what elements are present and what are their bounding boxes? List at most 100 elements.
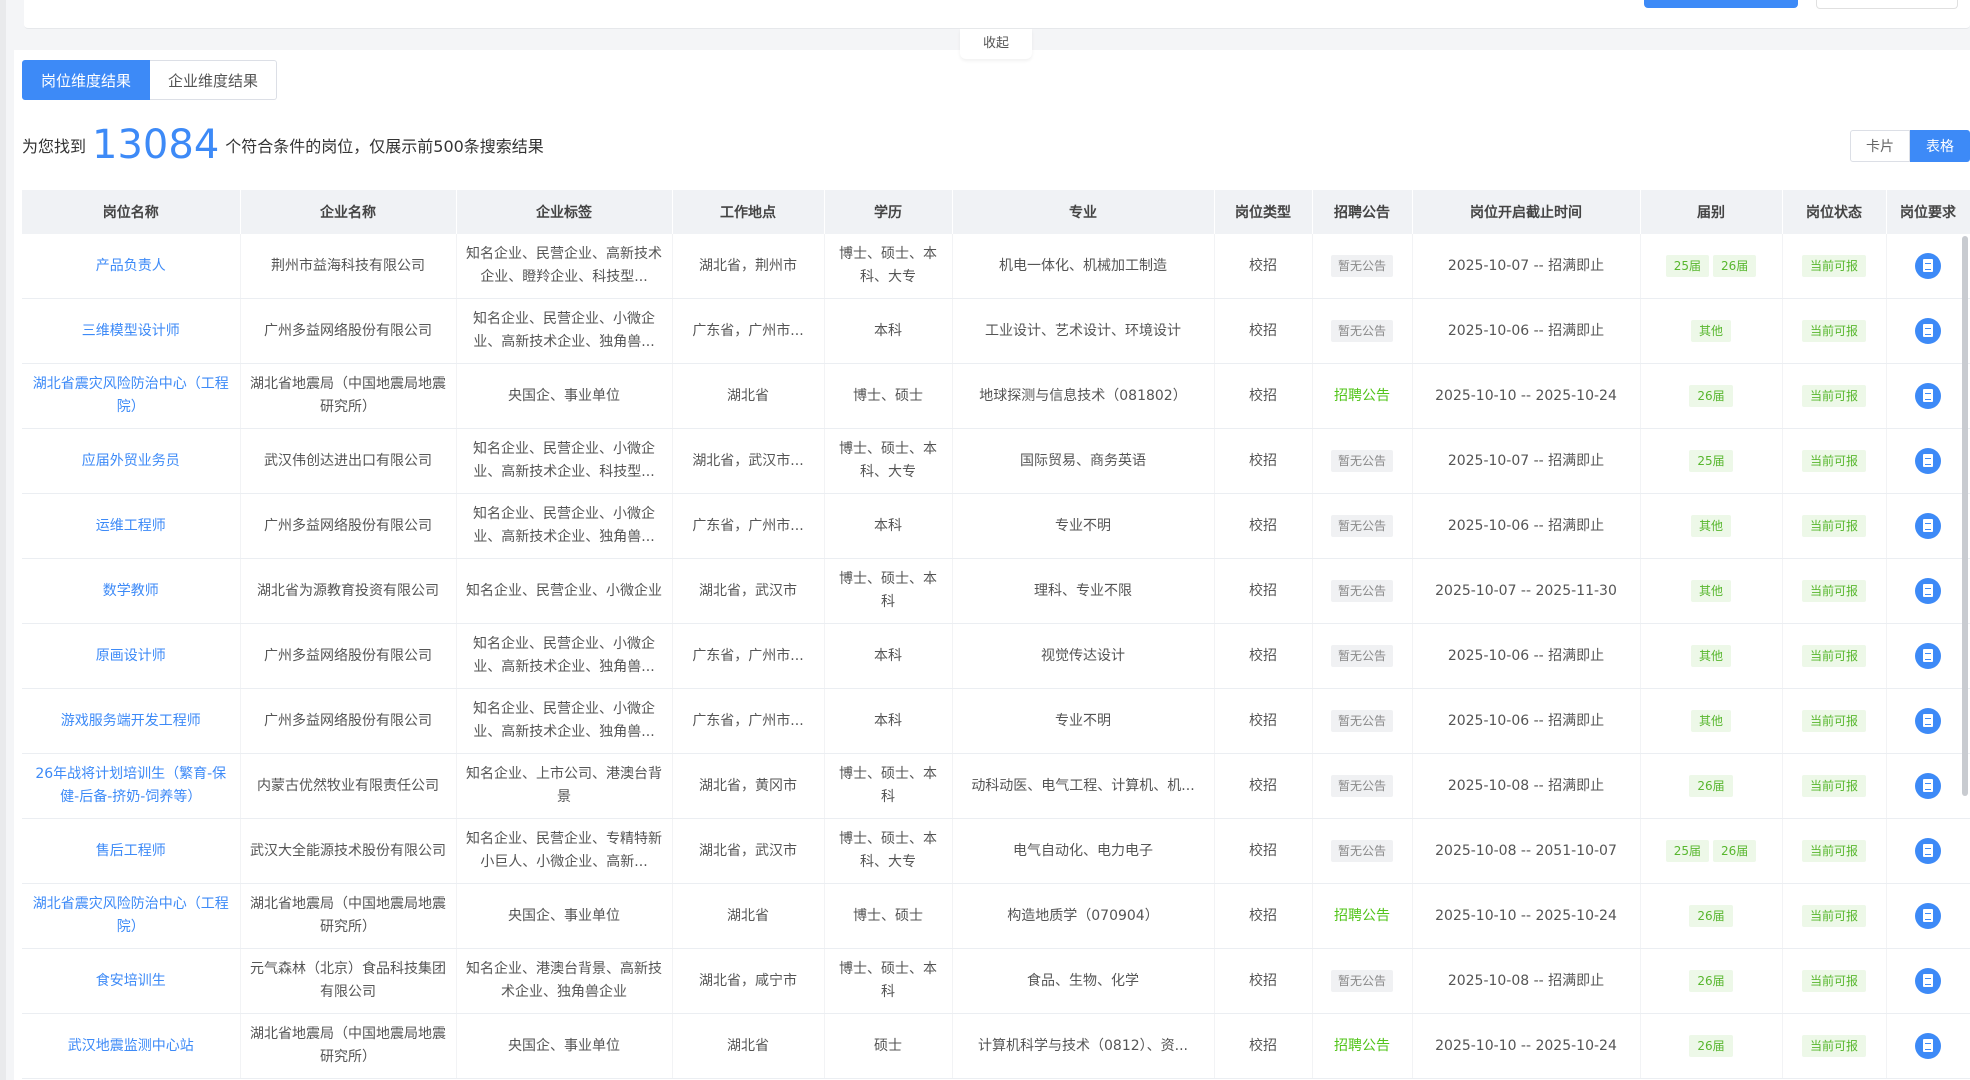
company-name-cell: 武汉伟创达进出口有限公司 xyxy=(240,428,457,494)
no-announcement-tag: 暂无公告 xyxy=(1330,839,1393,862)
position-name-link[interactable]: 运维工程师 xyxy=(95,517,166,534)
document-icon[interactable] xyxy=(1915,448,1941,474)
company-tags-cell: 知名企业、民营企业、高新技术企业、瞪羚企业、科技型... xyxy=(456,234,673,299)
education: 博士、硕士 xyxy=(853,387,923,404)
position-name-link[interactable]: 湖北省震灾风险防治中心（工程院） xyxy=(32,376,229,415)
tab-position-results[interactable]: 岗位维度结果 xyxy=(22,60,150,100)
location: 湖北省，武汉市 xyxy=(699,842,797,859)
cohort-cell: 26届 xyxy=(1640,883,1783,949)
announcement-link[interactable]: 招聘公告 xyxy=(1334,907,1390,924)
position-name-link[interactable]: 26年战将计划培训生（繁育-保健-后备-挤奶-饲养等） xyxy=(35,766,227,805)
position-name-cell: 应届外贸业务员 xyxy=(22,428,241,494)
no-announcement-tag: 暂无公告 xyxy=(1330,774,1393,797)
position-type: 校招 xyxy=(1249,322,1277,339)
open-period-cell: 2025-10-10 -- 2025-10-24 xyxy=(1412,363,1641,429)
tab-company-results[interactable]: 企业维度结果 xyxy=(150,60,277,100)
major-cell: 视觉传达设计 xyxy=(952,623,1215,689)
collapse-button[interactable]: 收起 xyxy=(960,29,1032,59)
location: 广东省，广州市... xyxy=(692,517,804,534)
cohort-cell: 25届 26届 xyxy=(1640,818,1783,884)
company-name: 广州多益网络股份有限公司 xyxy=(264,322,432,339)
document-icon[interactable] xyxy=(1915,643,1941,669)
position-type-cell: 校招 xyxy=(1214,948,1313,1014)
search-button[interactable] xyxy=(1644,0,1798,8)
reset-button[interactable] xyxy=(1816,0,1958,9)
company-tags-cell: 知名企业、民营企业、小微企业、高新技术企业、科技型... xyxy=(456,428,673,494)
no-announcement-tag: 暂无公告 xyxy=(1330,514,1393,537)
open-period: 2025-10-06 -- 招满即止 xyxy=(1447,647,1605,664)
position-type: 校招 xyxy=(1249,842,1277,859)
position-name-link[interactable]: 数学教师 xyxy=(102,582,159,599)
position-name-link[interactable]: 游戏服务端开发工程师 xyxy=(60,712,201,729)
document-icon[interactable] xyxy=(1915,578,1941,604)
major-cell: 理科、专业不限 xyxy=(952,558,1215,624)
position-name-link[interactable]: 产品负责人 xyxy=(95,257,166,274)
location: 湖北省，武汉市 xyxy=(699,582,797,599)
document-icon[interactable] xyxy=(1915,253,1941,279)
document-icon[interactable] xyxy=(1915,1033,1941,1059)
cohort-tag: 26届 xyxy=(1689,384,1733,407)
document-icon[interactable] xyxy=(1915,968,1941,994)
requirements-cell xyxy=(1886,818,1970,884)
document-icon[interactable] xyxy=(1915,838,1941,864)
position-type-cell: 校招 xyxy=(1214,1013,1313,1079)
card-view-button[interactable]: 卡片 xyxy=(1850,130,1910,162)
education: 博士、硕士、本科 xyxy=(839,961,937,1000)
company-name: 武汉大全能源技术股份有限公司 xyxy=(250,842,446,859)
education-cell: 博士、硕士、本科、大专 xyxy=(824,818,953,884)
position-name-link[interactable]: 食安培训生 xyxy=(95,972,166,989)
position-name-link[interactable]: 应届外贸业务员 xyxy=(81,452,180,469)
requirements-cell xyxy=(1886,428,1970,494)
major-cell: 机电一体化、机械加工制造 xyxy=(952,234,1215,299)
education-cell: 博士、硕士、本科 xyxy=(824,948,953,1014)
open-period: 2025-10-07 -- 招满即止 xyxy=(1447,452,1605,469)
education: 本科 xyxy=(874,322,902,339)
company-tags-cell: 知名企业、港澳台背景、高新技术企业、独角兽企业 xyxy=(456,948,673,1014)
position-name-link[interactable]: 售后工程师 xyxy=(95,842,166,859)
location-cell: 湖北省 xyxy=(672,883,825,949)
cohort-cell: 26届 xyxy=(1640,1013,1783,1079)
location-cell: 湖北省，荆州市 xyxy=(672,234,825,299)
table-row: 湖北省震灾风险防治中心（工程院） 湖北省地震局（中国地震局地震研究所） 央国企、事业… xyxy=(22,883,1970,949)
status-cell: 当前可报 xyxy=(1782,948,1887,1014)
requirements-cell xyxy=(1886,883,1970,949)
vertical-scrollbar[interactable] xyxy=(1962,236,1968,796)
table-view-button[interactable]: 表格 xyxy=(1910,130,1970,162)
position-name-link[interactable]: 三维模型设计师 xyxy=(81,322,180,339)
education-cell: 博士、硕士、本科 xyxy=(824,753,953,819)
cohort-tag: 25届 xyxy=(1689,449,1733,472)
document-icon[interactable] xyxy=(1915,318,1941,344)
company-name: 武汉伟创达进出口有限公司 xyxy=(264,452,432,469)
position-type: 校招 xyxy=(1249,1037,1277,1054)
major: 国际贸易、商务英语 xyxy=(1020,452,1146,469)
company-name-cell: 元气森林（北京）食品科技集团有限公司 xyxy=(240,948,457,1014)
document-icon[interactable] xyxy=(1915,708,1941,734)
position-name-cell: 食安培训生 xyxy=(22,948,241,1014)
position-name-link[interactable]: 原画设计师 xyxy=(95,647,166,664)
announcement-link[interactable]: 招聘公告 xyxy=(1334,1037,1390,1054)
summary-prefix: 为您找到 xyxy=(22,137,87,156)
announcement-cell: 暂无公告 xyxy=(1312,948,1413,1014)
cohort-tag: 26届 xyxy=(1689,969,1733,992)
position-type-cell: 校招 xyxy=(1214,753,1313,819)
position-name-link[interactable]: 湖北省震灾风险防治中心（工程院） xyxy=(32,896,229,935)
announcement-cell: 招聘公告 xyxy=(1312,1013,1413,1079)
document-icon[interactable] xyxy=(1915,513,1941,539)
document-icon[interactable] xyxy=(1915,383,1941,409)
education: 本科 xyxy=(874,647,902,664)
position-name-link[interactable]: 武汉地震监测中心站 xyxy=(67,1037,194,1054)
position-type: 校招 xyxy=(1249,387,1277,404)
position-name-cell: 售后工程师 xyxy=(22,818,241,884)
document-icon[interactable] xyxy=(1915,773,1941,799)
requirements-cell xyxy=(1886,1013,1970,1079)
location: 湖北省，武汉市... xyxy=(692,452,804,469)
position-type: 校招 xyxy=(1249,972,1277,989)
status-cell: 当前可报 xyxy=(1782,753,1887,819)
company-name-cell: 荆州市益海科技有限公司 xyxy=(240,234,457,299)
education: 博士、硕士、本科、大专 xyxy=(839,441,937,480)
announcement-link[interactable]: 招聘公告 xyxy=(1334,387,1390,404)
major-cell: 食品、生物、化学 xyxy=(952,948,1215,1014)
document-icon[interactable] xyxy=(1915,903,1941,929)
company-tags: 知名企业、民营企业、小微企业、高新技术企业、独角兽... xyxy=(473,311,655,350)
table-row: 数学教师 湖北省为源教育投资有限公司 知名企业、民营企业、小微企业 湖北省，武汉市 博士… xyxy=(22,558,1970,624)
